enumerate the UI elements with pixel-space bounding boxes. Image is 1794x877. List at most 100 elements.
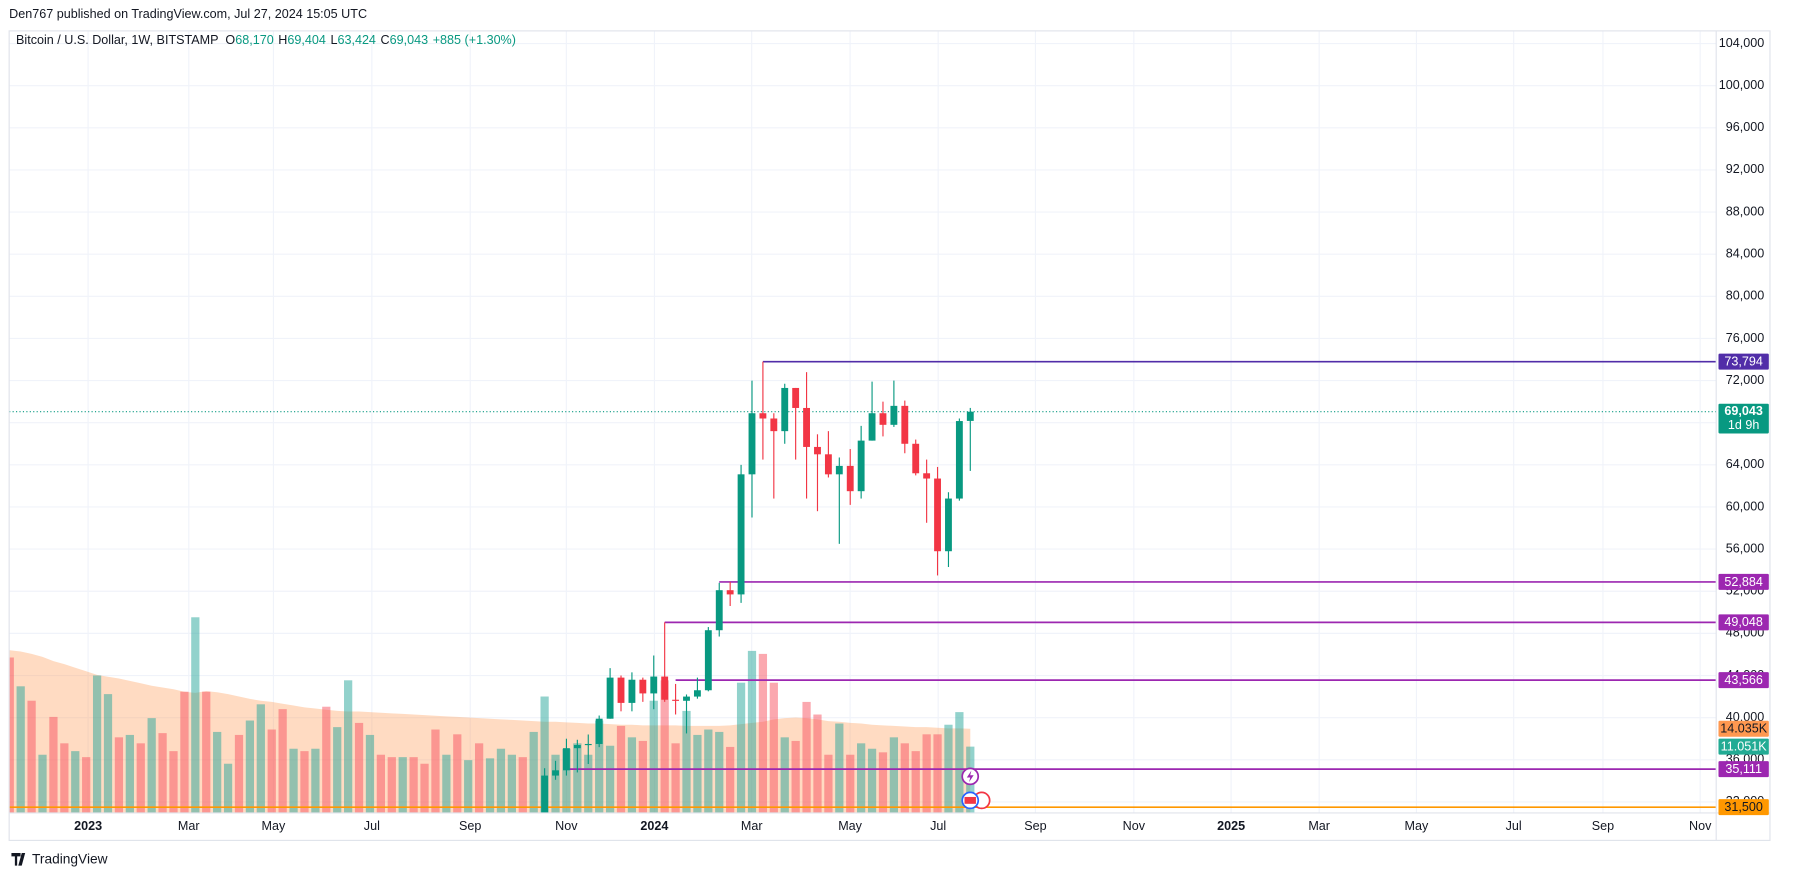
volume-bar: [704, 729, 713, 813]
candle-body: [879, 413, 887, 425]
levels: [9, 360, 1717, 809]
volume-bar: [125, 734, 134, 813]
y-tick-label: 100,000: [1719, 78, 1764, 92]
volume-ma-label-box: [1718, 720, 1769, 737]
candle-body: [573, 745, 581, 749]
candle-body: [726, 590, 734, 595]
candle-body: [650, 676, 658, 694]
volume-bar: [376, 754, 386, 813]
volume-bar: [911, 751, 920, 813]
candle-body: [661, 676, 669, 700]
volume-bar: [27, 700, 36, 813]
volume-bar: [202, 691, 211, 813]
volume-bar: [671, 743, 680, 813]
candle-body: [595, 718, 603, 744]
symbol: Bitcoin / U.S. Dollar, 1W, BITSTAMP: [16, 33, 219, 47]
volume-bar: [835, 723, 844, 813]
volume-bar: [867, 748, 877, 813]
volume-bar: [180, 691, 189, 813]
level-label: 35,111: [1725, 762, 1762, 776]
volume-bar: [278, 709, 287, 813]
y-tick-label: 80,000: [1726, 289, 1764, 303]
x-tick-label: 2024: [640, 819, 668, 833]
x-tick-label: Sep: [459, 819, 481, 833]
volume-bar: [289, 748, 298, 813]
volume-bar: [114, 737, 124, 813]
volume-bar: [365, 734, 375, 813]
x-tick-label: May: [1405, 819, 1429, 833]
volume-bar: [846, 754, 855, 813]
candle-body: [835, 465, 843, 475]
event-icons: [961, 767, 991, 810]
volume-bar: [518, 757, 527, 813]
volume-bar: [747, 650, 757, 813]
candle-body: [792, 387, 800, 408]
volume-bar: [922, 734, 931, 813]
candle-body: [912, 443, 920, 474]
volume-bar: [49, 716, 58, 813]
level-label-box: [1718, 761, 1769, 778]
ohlc-value: 68,170: [235, 33, 273, 47]
volume-bar: [496, 748, 506, 813]
volume-bar: [693, 734, 702, 813]
volume-bar: [769, 682, 778, 813]
volume-bar: [878, 752, 888, 813]
x-tick-label: Sep: [1024, 819, 1046, 833]
x-tick-label: Mar: [178, 819, 200, 833]
volume-bar: [736, 682, 746, 813]
level-label-box: [1718, 799, 1769, 816]
volume-bar: [71, 751, 80, 813]
candle-body: [704, 630, 712, 691]
x-tick-label: May: [838, 819, 862, 833]
volume-bar: [627, 737, 637, 813]
volume-bar: [474, 743, 484, 813]
x-tick-label: Mar: [741, 819, 763, 833]
y-tick-label: 64,000: [1726, 457, 1764, 471]
volume-bar: [584, 754, 593, 813]
volume-bar: [234, 734, 244, 813]
level-label: 31,500: [1724, 800, 1762, 814]
ohlc-value: 63,424: [337, 33, 375, 47]
y-tick-label: 88,000: [1726, 204, 1764, 218]
candle-body: [824, 454, 832, 475]
ohlc-value: 69,404: [287, 33, 325, 47]
volume-bar: [354, 722, 364, 813]
y-tick-label: 56,000: [1726, 541, 1764, 555]
candle-body: [857, 440, 865, 492]
candle-body: [901, 405, 909, 444]
candles: [541, 361, 974, 813]
volume-bar: [398, 757, 407, 813]
flag: [964, 796, 976, 804]
candle-body: [868, 413, 876, 441]
volume-bar: [245, 720, 255, 813]
volume-bar: [9, 657, 14, 813]
candle-body: [737, 474, 745, 595]
candle-body: [748, 413, 756, 475]
volume-bar: [82, 757, 91, 813]
last-price-box: [1718, 403, 1769, 434]
volume-bar: [780, 737, 789, 813]
volume-bar: [38, 754, 47, 813]
volume-bar: [191, 617, 200, 813]
volume-bar: [387, 757, 396, 813]
countdown: 1d 9h: [1728, 418, 1759, 432]
volume-bar: [420, 763, 429, 813]
level-label: 52,884: [1724, 575, 1762, 589]
y-tick-label: 92,000: [1726, 162, 1764, 176]
ohlc-prefix: C: [381, 33, 390, 47]
level-label-box: [1718, 614, 1769, 631]
lightning: [966, 770, 974, 783]
x-tick-label: Nov: [1689, 819, 1712, 833]
volume-bar: [311, 748, 320, 813]
volume-bar: [791, 740, 800, 813]
candle-body: [606, 677, 614, 719]
volume-bar: [726, 746, 735, 813]
x-tick-label: Jul: [930, 819, 946, 833]
candle-body: [628, 679, 636, 703]
candle-body: [803, 407, 811, 447]
volume-bar: [158, 733, 167, 813]
axes: 32,00036,00040,00044,00048,00052,00056,0…: [74, 36, 1769, 833]
volume-pane: [9, 617, 975, 813]
candle-body: [672, 699, 680, 701]
volume-bar: [409, 757, 418, 813]
